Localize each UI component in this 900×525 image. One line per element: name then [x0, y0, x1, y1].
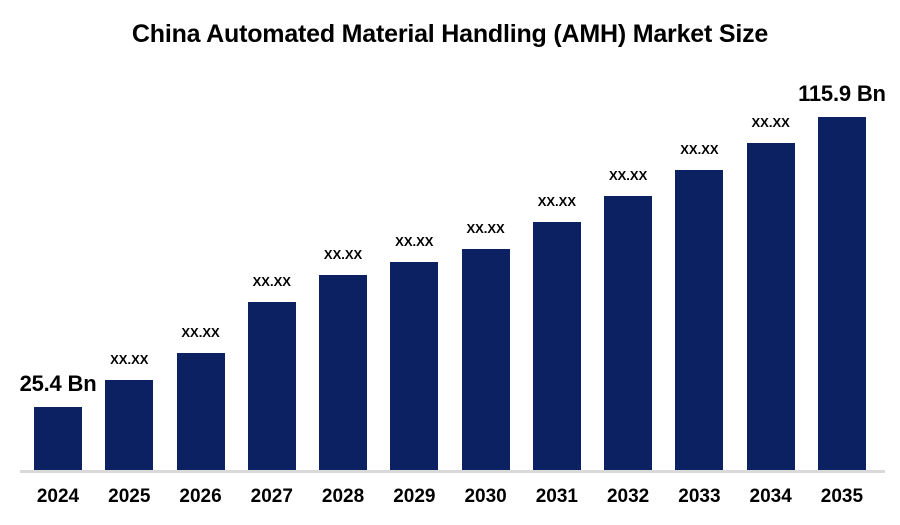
bar-value-label: 115.9 Bn	[798, 81, 886, 106]
bar-column-2024: 25.4 Bn	[20, 373, 97, 470]
bar-column-2029: XX.XX	[390, 234, 439, 470]
bar-column-2025: XX.XX	[105, 352, 154, 470]
bar-value-label: XX.XX	[181, 325, 220, 340]
x-axis-label-2027: 2027	[250, 486, 293, 507]
bar-value-label: XX.XX	[680, 142, 719, 157]
bar-2033	[675, 170, 724, 470]
bar-2034	[746, 143, 795, 470]
bar-column-2026: XX.XX	[176, 325, 225, 470]
x-axis-label-2032: 2032	[606, 486, 650, 507]
bar-value-label: XX.XX	[110, 352, 149, 367]
bar-value-label: XX.XX	[466, 221, 505, 236]
bar-value-label: XX.XX	[252, 274, 291, 289]
chart-title: China Automated Material Handling (AMH) …	[131, 20, 769, 48]
x-axis-label-2026: 2026	[179, 486, 222, 507]
bar-column-2030: XX.XX	[461, 221, 510, 470]
bar-value-label: XX.XX	[751, 115, 790, 130]
bar-value-label: XX.XX	[395, 234, 434, 249]
bar-2024	[34, 407, 82, 470]
bar-column-2034: XX.XX	[746, 115, 795, 470]
bar-value-label: XX.XX	[537, 194, 576, 209]
bar-column-2028: XX.XX	[319, 247, 368, 470]
bar-column-2027: XX.XX	[247, 274, 296, 470]
x-axis-line	[20, 470, 885, 473]
bar-value-label: XX.XX	[608, 168, 648, 183]
bar-2027	[247, 302, 296, 470]
bar-value-label: XX.XX	[323, 247, 363, 262]
bar-2026	[176, 353, 225, 470]
bar-column-2035: 115.9 Bn	[798, 83, 886, 470]
bar-value-label: 25.4 Bn	[19, 371, 97, 396]
x-axis-label-2029: 2029	[393, 486, 436, 507]
x-axis-label-2035: 2035	[820, 486, 864, 507]
bar-2032	[604, 196, 653, 470]
bar-column-2032: XX.XX	[604, 168, 653, 470]
x-axis-label-2034: 2034	[749, 486, 792, 507]
x-axis-label-2033: 2033	[678, 486, 721, 507]
bar-column-2031: XX.XX	[532, 194, 581, 470]
x-axis-label-2030: 2030	[464, 486, 507, 507]
x-axis-label-2031: 2031	[535, 486, 578, 507]
x-axis-label-2028: 2028	[321, 486, 365, 507]
bar-column-2033: XX.XX	[675, 142, 724, 470]
bar-2028	[319, 275, 368, 470]
bar-2031	[532, 222, 581, 470]
bar-2029	[390, 262, 439, 470]
bar-2030	[461, 249, 510, 470]
bar-2025	[105, 380, 154, 470]
x-axis-label-2024: 2024	[36, 486, 80, 507]
plot-area: 25.4 Bn XX.XX XX.XX XX.XX XX.XX XX.XX XX…	[20, 0, 886, 470]
bar-2035	[817, 117, 866, 470]
x-axis-labels: 2024 2025 2026 2027 2028 2029 2030 2031 …	[34, 486, 866, 509]
x-axis-label-2025: 2025	[108, 486, 151, 507]
